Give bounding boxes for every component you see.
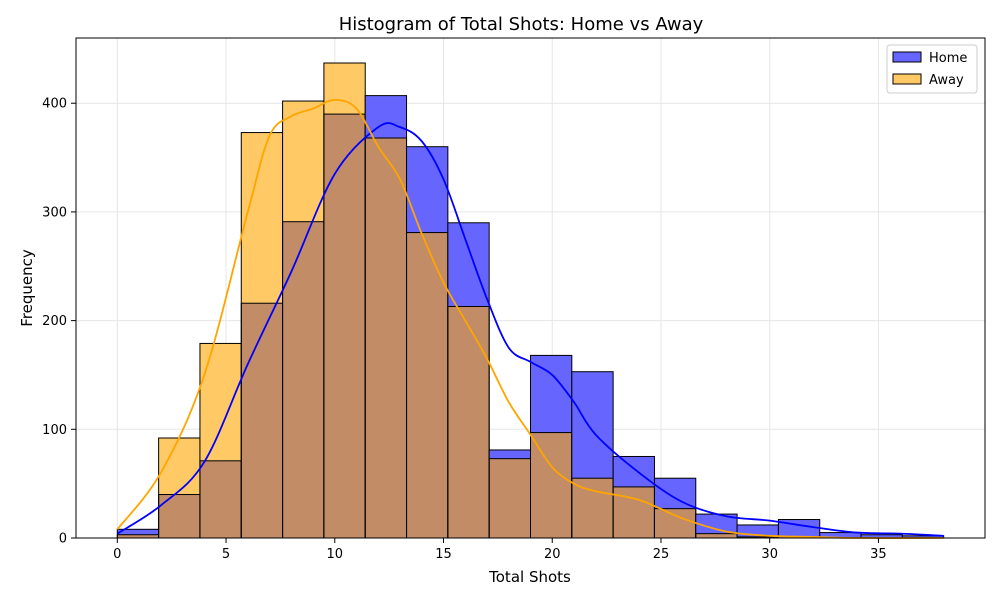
y-tick-label: 200	[42, 314, 67, 329]
y-tick-label: 0	[59, 532, 67, 547]
bar-excess	[695, 514, 738, 534]
bar-overlap	[571, 478, 614, 538]
bar-overlap	[365, 138, 407, 538]
bar-excess	[613, 456, 655, 487]
bar-excess	[117, 529, 159, 535]
y-tick-label: 100	[42, 423, 67, 438]
bar-overlap	[654, 508, 696, 538]
kde-curves	[116, 99, 944, 539]
y-tick-label: 300	[42, 205, 67, 220]
kde-line-away	[116, 99, 944, 539]
bar-excess	[489, 449, 531, 459]
bar-overlap	[447, 306, 490, 538]
bar-overlap	[737, 536, 779, 538]
kde-line-home	[116, 122, 944, 537]
bar-overlap	[199, 460, 242, 538]
bar-overlap	[489, 458, 531, 538]
x-tick-label: 20	[544, 547, 561, 562]
x-tick-label: 35	[870, 547, 887, 562]
bar-excess	[654, 478, 696, 509]
bar-excess	[323, 63, 366, 115]
bar-overlap	[241, 303, 283, 538]
bar-overlap	[530, 432, 572, 538]
bar-excess	[406, 146, 448, 233]
bar-excess	[861, 534, 903, 538]
bar-excess	[447, 222, 490, 307]
bar-excess	[571, 371, 614, 479]
x-axis-label: Total Shots	[488, 568, 571, 586]
x-tick-label: 25	[653, 547, 670, 562]
x-tick-label: 5	[222, 547, 230, 562]
legend-label: Home	[929, 51, 967, 66]
bar-excess	[282, 101, 324, 222]
x-tick-label: 15	[435, 547, 452, 562]
bar-excess	[737, 524, 779, 537]
y-axis-label: Frequency	[18, 249, 36, 327]
bars	[116, 62, 945, 539]
bar-overlap	[282, 221, 324, 538]
legend-label: Away	[929, 73, 964, 88]
legend-swatch	[892, 73, 922, 85]
bar-excess	[199, 343, 242, 461]
bar-overlap	[613, 486, 655, 538]
y-axis-ticks: 0 100 200 300 400	[42, 97, 76, 547]
bar-excess	[819, 532, 862, 538]
bar-overlap	[695, 533, 738, 538]
plot-frame	[75, 37, 986, 539]
x-tick-label: 0	[113, 547, 121, 562]
bar-overlap	[323, 114, 366, 538]
bar-excess	[158, 438, 200, 495]
bar-excess	[530, 355, 572, 433]
chart-title: Histogram of Total Shots: Home vs Away	[339, 14, 704, 35]
legend-swatch	[892, 51, 922, 63]
bar-overlap	[117, 534, 159, 538]
x-tick-label: 10	[327, 547, 344, 562]
legend: Home Away	[886, 44, 978, 94]
bar-excess	[902, 535, 944, 538]
y-tick-label: 400	[42, 97, 67, 112]
x-tick-label: 30	[761, 547, 778, 562]
bar-overlap	[406, 232, 448, 538]
x-axis-ticks: 0 5 10 15 20 25 30 35	[113, 538, 887, 562]
